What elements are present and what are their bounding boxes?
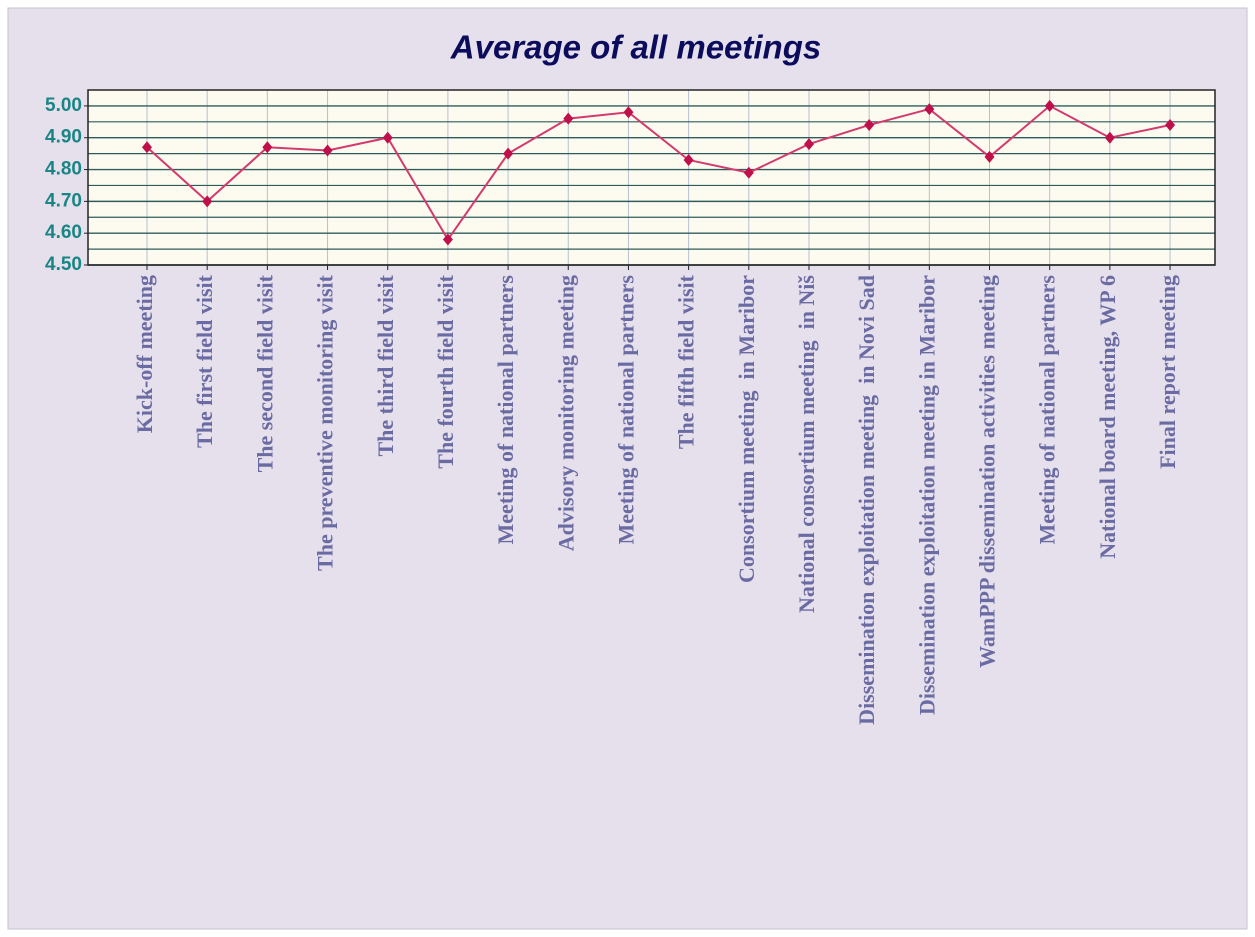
- marker: [142, 141, 152, 154]
- marker: [1044, 99, 1055, 112]
- marker: [924, 103, 935, 116]
- x-tick-label: Meeting of national partners: [493, 275, 518, 545]
- marker: [1104, 131, 1115, 144]
- x-tick-label: The second field visit: [252, 274, 277, 472]
- marker: [503, 147, 514, 160]
- x-tick-label: The fourth field visit: [433, 274, 458, 468]
- x-tick-label: The first field visit: [192, 274, 217, 448]
- x-tick-label: Meeting of national partners: [1035, 275, 1060, 545]
- x-tick-label: Dissemination exploitation meeting in No…: [854, 275, 879, 725]
- x-tick-label: Advisory monitoring meeting: [553, 275, 578, 551]
- y-tick-label: 5.00: [45, 95, 82, 116]
- x-tick-label: WamPPP dissemination activities meeting: [975, 275, 1000, 668]
- y-tick-label: 4.50: [45, 254, 82, 275]
- y-tick-label: 4.90: [45, 127, 82, 148]
- y-tick-label: 4.70: [45, 190, 82, 211]
- marker: [382, 131, 393, 144]
- marker: [803, 138, 814, 151]
- x-tick-label: The fifth field visit: [674, 274, 699, 449]
- marker: [262, 141, 273, 154]
- marker: [442, 233, 453, 246]
- marker: [202, 195, 213, 208]
- x-tick-label: Dissemination exploitation meeting in Ma…: [914, 275, 939, 715]
- marker: [864, 119, 875, 131]
- x-tick-label: The third field visit: [373, 274, 398, 456]
- marker: [623, 106, 634, 119]
- marker: [563, 112, 574, 125]
- marker: [743, 166, 754, 179]
- plot-border: [87, 89, 1216, 266]
- marker: [1165, 119, 1176, 131]
- marker: [322, 144, 333, 157]
- x-tick-label: Kick-off meeting: [132, 275, 157, 433]
- x-tick-label: Meeting of national partners: [613, 275, 638, 545]
- y-tick-label: 4.80: [45, 159, 82, 180]
- x-tick-label: The preventive monitoring visit: [313, 274, 338, 571]
- x-tick-label: National consortium meeting in Niš: [794, 275, 819, 613]
- marker: [683, 154, 694, 166]
- marker: [984, 150, 995, 163]
- plot-area: [87, 89, 1216, 266]
- chart-title: Average of all meetings: [450, 29, 821, 66]
- line: [146, 104, 1171, 242]
- x-tick-label: Final report meeting: [1155, 275, 1180, 469]
- y-tick-label: 4.60: [45, 222, 82, 243]
- x-tick-label: National board meeting, WP 6: [1095, 275, 1120, 559]
- x-tick-label: Consortium meeting in Maribor: [734, 275, 759, 583]
